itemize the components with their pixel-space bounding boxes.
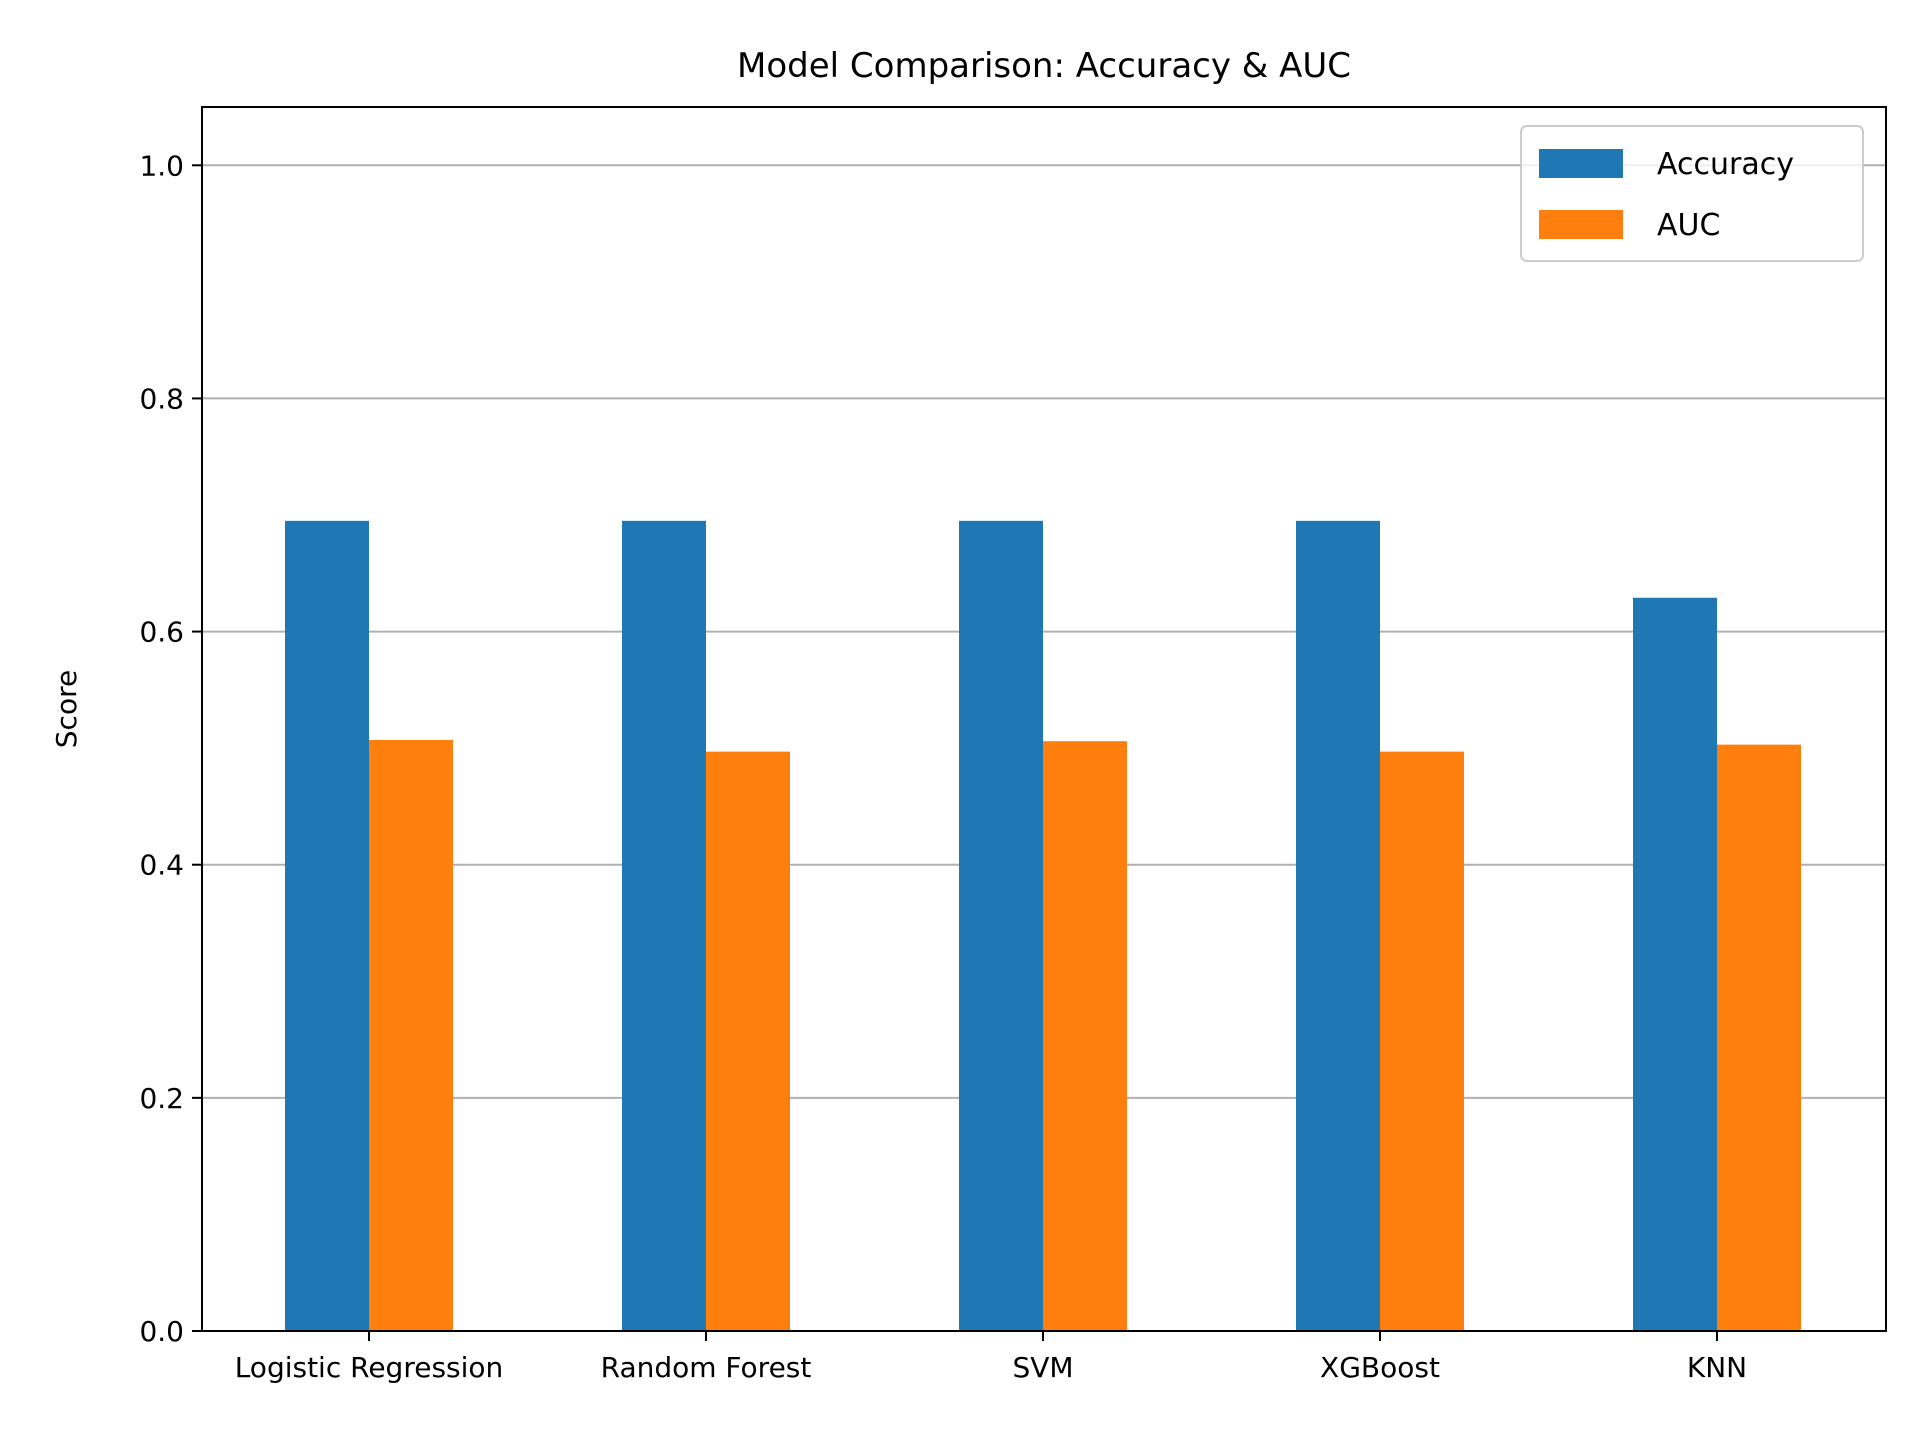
y-tick-label: 0.4 [139, 849, 184, 882]
legend-label-accuracy: Accuracy [1657, 147, 1794, 182]
x-tick-label: SVM [1012, 1351, 1073, 1384]
legend-swatch-auc [1539, 210, 1623, 239]
ticks-layer: 0.0 0.2 0.4 0.6 0.8 1.0 Logistic Regression Ran… [139, 149, 1747, 1384]
y-tick-label: 0.2 [139, 1082, 184, 1115]
bar-accuracy-knn [1633, 597, 1717, 1331]
bar-auc-logistic-regression [369, 739, 453, 1331]
x-tick-label: XGBoost [1320, 1351, 1440, 1384]
bar-auc-random-forest [706, 751, 790, 1331]
chart-title: Model Comparison: Accuracy & AUC [737, 46, 1351, 86]
legend-label-auc: AUC [1657, 208, 1720, 243]
bar-accuracy-svm [959, 520, 1043, 1331]
y-tick-label: 1.0 [139, 149, 184, 182]
legend: Accuracy AUC [1520, 125, 1864, 262]
y-tick-label: 0.8 [139, 382, 184, 415]
bar-accuracy-logistic-regression [285, 520, 369, 1331]
y-tick-label: 0.6 [139, 616, 184, 649]
bar-auc-xgboost [1380, 751, 1464, 1331]
bar-auc-knn [1717, 744, 1801, 1331]
bars-layer [285, 520, 1801, 1331]
x-tick-label: Random Forest [601, 1351, 812, 1384]
y-tick-label: 0.0 [139, 1315, 184, 1348]
x-tick-label: KNN [1687, 1351, 1747, 1384]
bar-accuracy-random-forest [622, 520, 706, 1331]
y-axis-label: Score [50, 670, 83, 748]
x-tick-label: Logistic Regression [235, 1351, 504, 1384]
legend-swatch-accuracy [1539, 149, 1623, 178]
bar-accuracy-xgboost [1296, 520, 1380, 1331]
bar-auc-svm [1043, 741, 1127, 1331]
